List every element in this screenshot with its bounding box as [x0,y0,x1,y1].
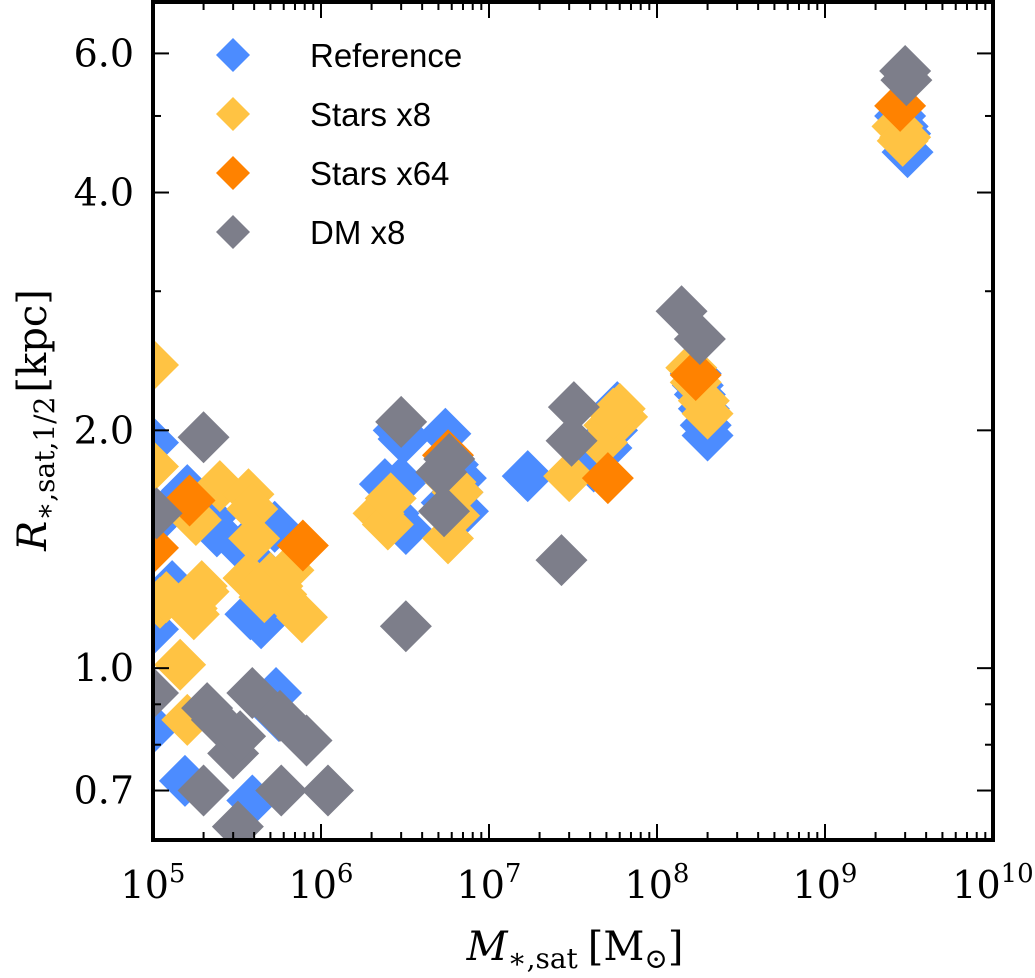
legend-item: Stars x8 [216,96,431,133]
data-point [879,111,932,164]
legend-item: DM x8 [216,214,405,251]
x-axis-label-sub: ∗,sat [508,942,579,975]
data-point [154,638,207,691]
y-tick-label: 6.0 [74,31,134,75]
svg-text:R∗,sat,1/2[kpc]: R∗,sat,1/2 [kpc] [10,289,61,552]
legend-label: Stars x8 [310,96,431,133]
data-point [423,432,476,485]
data-point [535,534,588,587]
x-tick-label: 1010 [952,859,1033,907]
data-point [669,349,722,402]
data-point [177,764,230,817]
data-point [681,387,734,440]
legend-item: Reference [216,37,462,74]
data-point [255,764,308,817]
x-axis-label-unit-sub: ⊙ [644,942,667,975]
data-point [547,381,600,434]
svg-text:M∗,sat[M⊙]: M∗,sat [M⊙] [466,924,684,975]
data-point [280,714,333,767]
x-tick-label: 109 [793,859,858,907]
x-tick-label: 106 [289,859,354,907]
x-axis-label-unit-close: ] [668,924,684,970]
data-point [226,483,279,536]
legend-label: DM x8 [310,214,405,251]
plot-frame [151,0,995,842]
legend-marker-icon [216,215,250,249]
data-point [379,600,432,653]
x-axis-label-unit-open: [M [588,924,645,970]
data-point [587,387,640,440]
y-axis-label-sub: ∗,sat,1/2 [28,397,61,521]
y-axis-label: R∗,sat,1/2 [kpc] [10,289,61,552]
data-point [177,411,230,464]
tick-labels: 105 106 107 108 109 1010 0.7 1.0 2.0 4.0 6.0 [74,31,1034,907]
data-point [211,800,264,840]
data-point [581,452,634,505]
data-point [301,764,354,817]
y-tick-label: 4.0 [74,171,134,215]
data-point [543,450,596,503]
series-dm-x8 [153,45,933,840]
data-point [153,338,179,391]
data-point [153,571,193,624]
data-point [165,582,218,635]
data-point [276,519,329,572]
data-point [153,440,179,493]
x-axis-label: M∗,sat [M⊙] [466,924,684,975]
x-tick-label: 105 [121,859,186,907]
axes-layer [151,0,995,842]
data-point [501,450,554,503]
legend-label: Reference [310,37,462,74]
points-layer [153,45,934,840]
series-reference [153,89,934,827]
data-point [214,710,267,763]
legend: Reference Stars x8 Stars x64 DM x8 [216,37,462,251]
data-point [545,414,598,467]
data-point [673,313,726,366]
y-tick-label: 1.0 [74,646,134,690]
data-point [418,485,471,538]
x-tick-label: 108 [625,859,690,907]
y-tick-label: 2.0 [74,408,134,452]
y-axis-label-main: R [10,521,56,552]
data-point [375,395,428,448]
y-tick-label: 0.7 [74,769,134,813]
legend-label: Stars x64 [310,155,449,192]
x-axis-label-main: M [466,924,509,970]
data-point [228,512,281,565]
y-axis-label-unit: [kpc] [10,289,56,392]
data-point [153,667,179,720]
legend-item: Stars x64 [216,155,449,192]
legend-marker-icon [216,156,250,190]
data-point [153,487,183,540]
data-point [238,571,291,624]
data-point [364,472,417,525]
data-point [275,591,328,644]
data-point [880,54,933,107]
x-tick-label: 107 [457,859,522,907]
series-stars-x8 [153,100,932,746]
legend-marker-icon [216,97,250,131]
legend-marker-icon [216,38,250,72]
data-point [153,701,179,754]
